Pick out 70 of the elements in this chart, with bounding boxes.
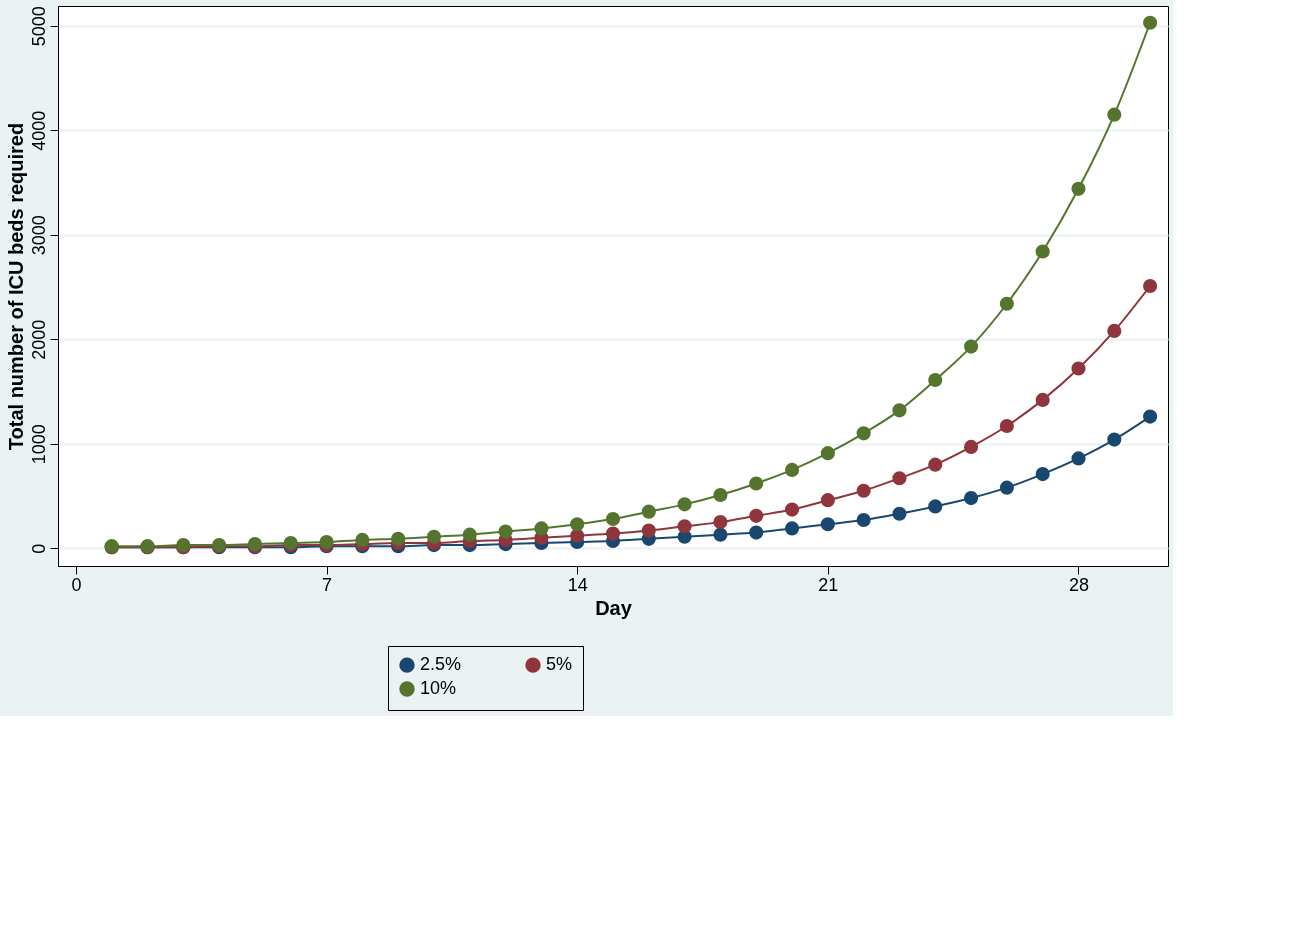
point [928,499,943,514]
y-tick-label: 2000 [28,319,49,360]
point [319,534,334,550]
x-tick-label: 28 [1068,574,1089,595]
point [1035,467,1050,482]
point [856,512,871,528]
point [749,525,764,540]
point [713,487,728,503]
point [713,527,728,542]
legend-label: 2.5% [420,654,462,675]
point [928,457,943,472]
point [355,532,370,547]
x-tick-label: 21 [818,574,839,595]
x-tick-label: 7 [322,574,333,595]
point [1107,432,1122,447]
point [820,493,835,508]
point [426,529,442,544]
point [784,502,800,517]
point [498,524,513,539]
point [928,372,943,388]
point [749,476,764,491]
point [1143,409,1158,424]
point [1071,361,1086,376]
point [677,497,692,512]
point [570,517,585,532]
x-tick-label: 0 [71,574,82,595]
legend-label: 10% [420,678,457,698]
y-tick-label: 1000 [28,424,49,465]
y-tick-label: 0 [28,543,49,554]
point [641,523,656,538]
point [1071,451,1086,466]
point [784,462,800,477]
y-tick-label: 4000 [28,110,49,151]
point [963,439,979,454]
y-tick-label: 5000 [28,6,49,47]
point [1107,323,1122,338]
point [534,521,549,536]
point [391,531,406,546]
point [892,506,907,521]
point [1107,107,1122,122]
point [570,528,585,543]
x-axis-title: Day [595,596,633,619]
point [963,491,979,506]
point [1035,244,1050,259]
point [820,517,835,532]
point [605,526,621,541]
point [856,426,871,441]
point [784,521,800,536]
point [677,519,692,534]
y-axis-title: Total number of ICU beds required [4,122,27,451]
point [605,511,621,527]
point [999,418,1014,434]
point [999,480,1014,495]
point [820,446,835,461]
point [713,515,728,530]
point [1143,278,1158,294]
point [1035,392,1050,407]
point [892,403,907,418]
y-tick-label: 3000 [28,215,49,256]
x-tick-label: 14 [567,574,588,595]
point [856,483,871,498]
legend-label: 5% [546,654,573,675]
point [892,471,907,486]
point [963,339,979,354]
point [641,504,656,519]
point [462,527,477,542]
point [1143,15,1158,30]
point [1071,181,1086,196]
point [999,296,1014,311]
point [749,508,764,523]
